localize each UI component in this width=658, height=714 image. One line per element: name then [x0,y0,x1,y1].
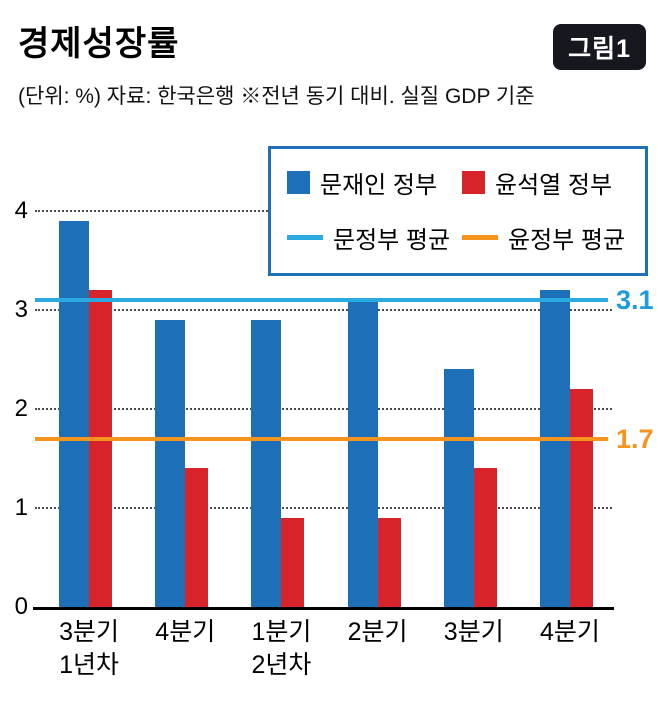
bar-yoon-4 [473,468,497,607]
ref-line-label-yoon-average: 1.7 [616,423,654,454]
x-tick-label: 2분기 [347,618,408,646]
bar-yoon-1 [185,468,209,607]
x-tick-label: 4분기 [539,618,600,646]
legend-item-moon-bars: 문재인 정부 [287,165,456,200]
x-tick-label: 3분기 [443,618,504,646]
gridline [35,507,612,509]
legend-swatch-moon-bars [287,171,310,194]
y-tick-label: 0 [14,593,28,620]
figure-number-badge: 그림1 [553,24,646,70]
ref-line-label-moon-average: 3.1 [616,285,654,316]
legend-label-yoon-average: 윤정부 평균 [508,227,626,254]
chart-subtitle: (단위: %) 자료: 한국은행 ※전년 동기 대비. 실질 GDP 기준 [18,85,535,108]
legend-item-yoon-bars: 윤석열 정부 [462,165,631,200]
x-axis-line [33,607,614,610]
bar-yoon-5 [569,389,593,607]
legend-label-yoon-bars: 윤석열 정부 [495,172,613,199]
legend-swatch-moon-average-line [287,235,323,240]
bar-moon-1 [155,319,186,607]
bar-moon-0 [59,220,90,607]
legend-label-moon-bars: 문재인 정부 [320,172,438,199]
legend-swatch-yoon-bars [462,171,485,194]
legend-swatch-yoon-average-line [462,235,498,240]
bar-yoon-3 [377,517,401,607]
legend: 문재인 정부 윤석열 정부 문정부 평균 윤정부 평균 [268,146,648,276]
legend-item-moon-average: 문정부 평균 [287,220,456,255]
ref-line-yoon-average [35,436,608,441]
ref-line-moon-average [35,298,608,303]
bar-moon-3 [347,300,378,607]
x-tick-label: 3분기 1년차 [59,618,120,679]
y-tick-label: 2 [14,395,28,422]
x-tick-label: 4분기 [155,618,216,646]
bar-yoon-2 [281,517,305,607]
y-tick-label: 3 [14,296,28,323]
legend-label-moon-average: 문정부 평균 [333,227,451,254]
y-tick-label: 4 [14,197,28,224]
x-tick-label: 1분기 2년차 [251,618,312,679]
y-tick-label: 1 [14,494,28,521]
legend-item-yoon-average: 윤정부 평균 [462,220,631,255]
bar-yoon-0 [89,290,113,607]
bar-moon-5 [539,290,570,607]
chart-title: 경제성장률 [18,25,180,63]
bar-moon-4 [443,369,474,607]
gridline [35,309,612,311]
gridline [35,408,612,410]
bar-moon-2 [251,319,282,607]
